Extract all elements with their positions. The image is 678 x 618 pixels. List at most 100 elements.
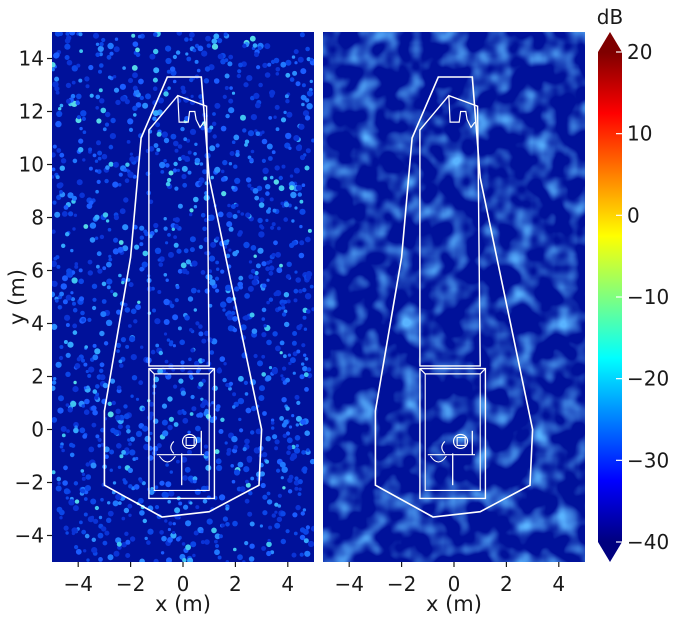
speckle-dot xyxy=(262,62,268,68)
speckle-dot xyxy=(117,246,124,253)
speckle-dot xyxy=(198,244,203,250)
left-heatmap-background xyxy=(52,32,314,562)
speckle-dot xyxy=(72,227,76,231)
speckle-dot xyxy=(117,501,122,505)
speckle-dot xyxy=(293,447,301,454)
speckle-dot xyxy=(78,296,85,302)
speckle-dot xyxy=(174,507,181,514)
speckle-dot xyxy=(64,43,71,50)
speckle-dot xyxy=(292,512,298,518)
speckle-dot xyxy=(226,239,230,243)
speckle-dot xyxy=(116,385,122,391)
speckle-dot xyxy=(189,32,195,38)
right-x-tick-label: −4 xyxy=(334,572,363,596)
foot-detail xyxy=(158,455,176,463)
speckle-dot xyxy=(253,353,258,359)
nose-detail xyxy=(177,95,205,129)
speckle-dot xyxy=(87,373,92,378)
speckle-dot xyxy=(99,330,105,337)
speckle-dot xyxy=(118,172,123,177)
speckle-dot xyxy=(200,540,205,545)
speckle-dot xyxy=(99,374,106,381)
speckle-dot xyxy=(72,301,76,306)
speckle-dot xyxy=(108,144,114,150)
speckle-dot xyxy=(61,243,66,248)
left-y-tick-label: −4 xyxy=(15,524,44,548)
speckle-dot xyxy=(248,260,253,264)
speckle-dot xyxy=(215,260,220,265)
speckle-dot xyxy=(55,361,62,368)
speckle-dot xyxy=(133,89,140,95)
speckle-dot xyxy=(273,240,278,246)
speckle-dot xyxy=(94,396,99,400)
speckle-dot xyxy=(82,130,87,134)
speckle-dot xyxy=(127,118,134,125)
speckle-dot xyxy=(62,299,68,305)
speckle-dot xyxy=(179,339,185,346)
speckle-dot xyxy=(65,352,71,358)
speckle-dot xyxy=(139,242,144,247)
speckle-dot xyxy=(210,241,217,248)
speckle-dot xyxy=(250,95,255,101)
speckle-dot xyxy=(100,497,104,502)
speckle-dot xyxy=(89,93,94,98)
speckle-dot xyxy=(100,443,105,447)
speckle-dot xyxy=(76,115,81,120)
speckle-dot xyxy=(225,507,229,511)
speckle-dot xyxy=(67,407,73,413)
speckle-dot xyxy=(52,81,59,88)
speckle-dot xyxy=(84,398,90,405)
speckle-dot xyxy=(130,308,137,315)
speckle-dot xyxy=(112,75,117,79)
speckle-dot xyxy=(286,299,291,304)
speckle-dot xyxy=(287,353,291,357)
speckle-dot xyxy=(59,516,63,520)
speckle-dot xyxy=(94,348,101,355)
speckle-dot xyxy=(262,411,267,416)
speckle-dot xyxy=(65,531,69,535)
speckle-dot xyxy=(78,32,83,37)
speckle-dot xyxy=(280,511,286,517)
speckle-dot xyxy=(167,527,171,532)
speckle-dot xyxy=(233,445,238,450)
speckle-dot xyxy=(200,485,208,493)
speckle-dot xyxy=(294,206,298,210)
speckle-dot xyxy=(137,300,141,304)
speckle-dot xyxy=(249,35,256,42)
speckle-dot xyxy=(139,510,145,516)
speckle-dot xyxy=(145,93,151,100)
speckle-dot xyxy=(209,350,215,355)
speckle-dot xyxy=(139,266,145,272)
speckle-dot xyxy=(296,349,301,354)
speckle-dot xyxy=(161,491,168,498)
speckle-dot xyxy=(168,521,173,526)
speckle-dot xyxy=(123,404,128,409)
speckle-dot xyxy=(253,92,260,99)
speckle-dot xyxy=(65,82,72,89)
speckle-dot xyxy=(292,371,296,375)
speckle-dot xyxy=(66,98,71,104)
speckle-dot xyxy=(162,430,169,437)
speckle-dot xyxy=(59,165,65,171)
speckle-dot xyxy=(163,298,170,306)
speckle-dot xyxy=(185,520,192,527)
speckle-dot xyxy=(54,211,61,218)
speckle-dot xyxy=(240,324,247,331)
speckle-dot xyxy=(237,69,242,74)
speckle-dot xyxy=(52,262,56,267)
speckle-dot xyxy=(99,98,105,104)
speckle-dot xyxy=(84,485,91,492)
speckle-dot xyxy=(266,550,272,557)
speckle-dot xyxy=(65,294,72,301)
speckle-dot xyxy=(184,315,190,321)
speckle-dot xyxy=(228,386,232,391)
speckle-dot xyxy=(301,83,306,88)
speckle-dot xyxy=(247,285,254,292)
speckle-dot xyxy=(254,270,259,276)
speckle-dot xyxy=(296,400,301,405)
speckle-dot xyxy=(170,532,177,539)
speckle-dot xyxy=(272,331,278,337)
speckle-dot xyxy=(59,152,65,158)
speckle-dot xyxy=(244,392,249,396)
speckle-dot xyxy=(72,158,78,164)
